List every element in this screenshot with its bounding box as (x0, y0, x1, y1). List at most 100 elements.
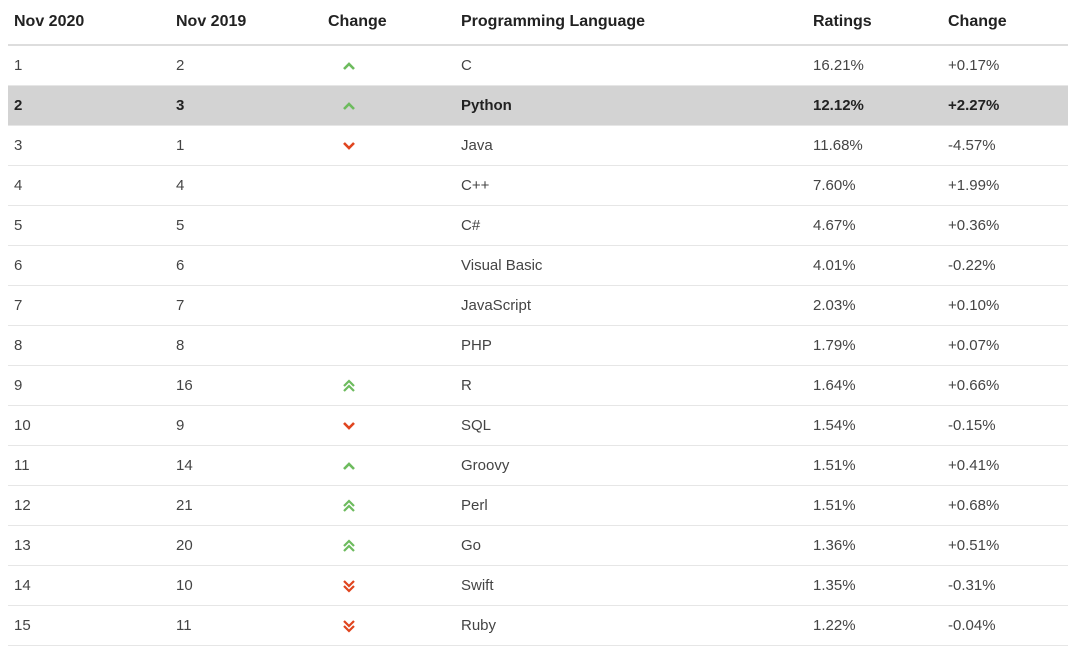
rank-2020-cell: 8 (8, 325, 176, 366)
trend-cell (328, 405, 461, 446)
table-row[interactable]: 4 4 C++ 7.60% +1.99% (8, 165, 1068, 206)
rank-2019-cell: 8 (176, 325, 328, 366)
rank-2020-cell: 5 (8, 205, 176, 246)
table-row[interactable]: 14 10 Swift 1.35% -0.31% (8, 565, 1068, 606)
column-header-change-trend[interactable]: Change (328, 0, 461, 46)
rank-2020-cell: 14 (8, 565, 176, 606)
rating-cell: 2.03% (813, 285, 948, 326)
language-name-cell: SQL (461, 405, 813, 446)
rank-2020-cell: 10 (8, 405, 176, 446)
table-row[interactable]: 12 21 Perl 1.51% +0.68% (8, 485, 1068, 526)
rating-change-cell: -0.22% (948, 245, 1068, 286)
rank-2020-cell: 15 (8, 605, 176, 646)
rating-cell: 7.60% (813, 165, 948, 206)
table-row[interactable]: 15 11 Ruby 1.22% -0.04% (8, 605, 1068, 646)
language-name-cell: JavaScript (461, 285, 813, 326)
rating-cell: 1.36% (813, 525, 948, 566)
table-row[interactable]: 9 16 R 1.64% +0.66% (8, 365, 1068, 406)
rank-2020-cell: 4 (8, 165, 176, 206)
rating-cell: 1.51% (813, 485, 948, 526)
ranking-table-container: Nov 2020 Nov 2019 Change Programming Lan… (8, 0, 1068, 646)
table-row[interactable]: 6 6 Visual Basic 4.01% -0.22% (8, 245, 1068, 286)
language-name-cell: Python (461, 85, 813, 126)
rating-cell: 4.01% (813, 245, 948, 286)
language-name-cell: Swift (461, 565, 813, 606)
rating-cell: 16.21% (813, 45, 948, 86)
language-name-cell: R (461, 365, 813, 406)
double-chevron-up-icon (342, 499, 356, 513)
table-row[interactable]: 7 7 JavaScript 2.03% +0.10% (8, 285, 1068, 326)
column-header-programming-language[interactable]: Programming Language (461, 0, 813, 46)
rank-2020-cell: 6 (8, 245, 176, 286)
language-name-cell: Visual Basic (461, 245, 813, 286)
rank-2020-cell: 1 (8, 45, 176, 86)
trend-cell (328, 205, 461, 246)
language-ranking-table: Nov 2020 Nov 2019 Change Programming Lan… (8, 0, 1068, 646)
trend-cell (328, 165, 461, 206)
table-row[interactable]: 8 8 PHP 1.79% +0.07% (8, 325, 1068, 366)
rank-2020-cell: 3 (8, 125, 176, 166)
double-chevron-down-icon (342, 619, 356, 633)
language-name-cell: C++ (461, 165, 813, 206)
language-name-cell: C# (461, 205, 813, 246)
language-name-cell: Java (461, 125, 813, 166)
table-row[interactable]: 10 9 SQL 1.54% -0.15% (8, 405, 1068, 446)
rating-change-cell: +0.36% (948, 205, 1068, 246)
rating-change-cell: -4.57% (948, 125, 1068, 166)
rank-2019-cell: 7 (176, 285, 328, 326)
table-row[interactable]: 3 1 Java 11.68% -4.57% (8, 125, 1068, 166)
trend-cell (328, 525, 461, 566)
rating-change-cell: -0.04% (948, 605, 1068, 646)
rating-cell: 4.67% (813, 205, 948, 246)
rating-cell: 1.35% (813, 565, 948, 606)
rating-cell: 1.51% (813, 445, 948, 486)
trend-cell (328, 45, 461, 86)
language-name-cell: C (461, 45, 813, 86)
rating-cell: 1.64% (813, 365, 948, 406)
double-chevron-down-icon (342, 579, 356, 593)
trend-cell (328, 325, 461, 366)
chevron-up-icon (342, 459, 356, 473)
trend-cell (328, 245, 461, 286)
trend-cell (328, 125, 461, 166)
rank-2019-cell: 2 (176, 45, 328, 86)
rank-2020-cell: 7 (8, 285, 176, 326)
chevron-down-icon (342, 139, 356, 153)
rating-change-cell: +1.99% (948, 165, 1068, 206)
column-header-change-percent[interactable]: Change (948, 0, 1068, 46)
trend-cell (328, 85, 461, 126)
trend-cell (328, 445, 461, 486)
table-row[interactable]: 2 3 Python 12.12% +2.27% (8, 85, 1068, 126)
rank-2019-cell: 11 (176, 605, 328, 646)
table-row[interactable]: 1 2 C 16.21% +0.17% (8, 45, 1068, 86)
rating-change-cell: +0.68% (948, 485, 1068, 526)
rank-2019-cell: 4 (176, 165, 328, 206)
rating-cell: 1.79% (813, 325, 948, 366)
double-chevron-up-icon (342, 379, 356, 393)
chevron-up-icon (342, 99, 356, 113)
rank-2019-cell: 5 (176, 205, 328, 246)
chevron-down-icon (342, 419, 356, 433)
rating-cell: 12.12% (813, 85, 948, 126)
rating-change-cell: -0.31% (948, 565, 1068, 606)
chevron-up-icon (342, 59, 356, 73)
rating-cell: 1.54% (813, 405, 948, 446)
column-header-nov-2019[interactable]: Nov 2019 (176, 0, 328, 46)
rank-2019-cell: 9 (176, 405, 328, 446)
table-row[interactable]: 11 14 Groovy 1.51% +0.41% (8, 445, 1068, 486)
language-name-cell: Go (461, 525, 813, 566)
rank-2020-cell: 13 (8, 525, 176, 566)
language-name-cell: Groovy (461, 445, 813, 486)
trend-cell (328, 605, 461, 646)
table-header: Nov 2020 Nov 2019 Change Programming Lan… (8, 0, 1068, 46)
table-row[interactable]: 5 5 C# 4.67% +0.36% (8, 205, 1068, 246)
column-header-nov-2020[interactable]: Nov 2020 (8, 0, 176, 46)
table-row[interactable]: 13 20 Go 1.36% +0.51% (8, 525, 1068, 566)
rank-2020-cell: 2 (8, 85, 176, 126)
column-header-ratings[interactable]: Ratings (813, 0, 948, 46)
language-name-cell: Ruby (461, 605, 813, 646)
table-body: 1 2 C 16.21% +0.17% 2 3 Python 12.12% +2.27% 3 1 Jav… (8, 45, 1068, 646)
language-name-cell: Perl (461, 485, 813, 526)
rating-change-cell: +2.27% (948, 85, 1068, 126)
trend-cell (328, 285, 461, 326)
